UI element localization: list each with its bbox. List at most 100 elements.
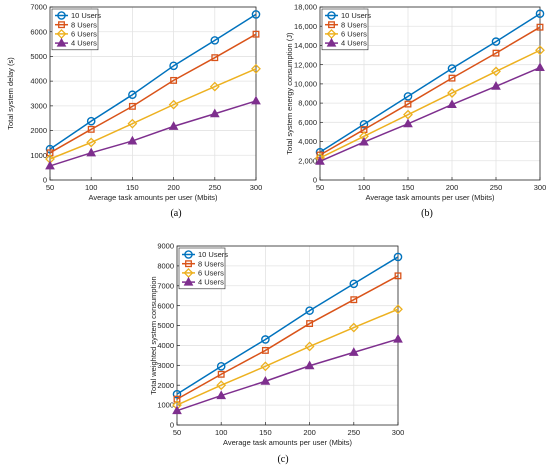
x-tick-label: 250 xyxy=(490,183,503,192)
x-tick-label: 200 xyxy=(167,183,180,192)
data-point xyxy=(393,252,403,262)
legend-marker xyxy=(183,276,194,286)
data-point xyxy=(170,76,178,84)
x-tick-label: 100 xyxy=(358,183,371,192)
legend-label: 10 Users xyxy=(71,11,101,20)
legend-label: 8 Users xyxy=(198,259,224,268)
chart-panel-c: 50 100 150 200 250 30001000200030004000500060… xyxy=(149,242,404,447)
series-line-8-users xyxy=(319,26,541,156)
data-point xyxy=(315,156,325,165)
series-line-8-users xyxy=(176,275,399,400)
x-tick-label: 200 xyxy=(446,183,459,192)
data-point xyxy=(252,30,260,38)
y-tick-label: 0 xyxy=(313,176,317,185)
data-point xyxy=(211,54,219,62)
data-point xyxy=(393,304,403,315)
y-tick-label: 14,000 xyxy=(294,41,317,50)
legend-label: 10 Users xyxy=(341,11,371,20)
data-point xyxy=(348,322,359,333)
legend-marker xyxy=(327,11,336,20)
data-point xyxy=(491,66,501,77)
series-line-6-users xyxy=(319,49,541,159)
data-point xyxy=(251,63,261,74)
plot-frame xyxy=(319,6,541,181)
y-tick-label: 3000 xyxy=(30,101,47,110)
y-tick-label: 16,000 xyxy=(294,22,317,31)
data-point xyxy=(261,346,269,354)
data-point xyxy=(304,360,315,370)
data-point xyxy=(261,335,270,344)
data-point xyxy=(260,376,271,385)
x-axis-label: Average task amounts per user (Mbits) xyxy=(88,193,218,202)
x-tick-label: 300 xyxy=(534,183,547,192)
data-point xyxy=(251,10,261,19)
series-line-10-users xyxy=(176,256,399,395)
legend-label: 4 Users xyxy=(71,39,97,48)
y-tick-label: 6,000 xyxy=(298,118,317,127)
series-line-8-users xyxy=(49,33,257,154)
x-tick-label: 100 xyxy=(85,183,98,192)
data-point xyxy=(216,390,227,400)
y-axis-label: Total system energy consumption (J) xyxy=(285,32,294,155)
data-point xyxy=(535,9,545,19)
data-point xyxy=(492,49,500,57)
x-tick-label: 50 xyxy=(173,428,181,437)
x-tick-label: 200 xyxy=(303,428,316,437)
y-tick-label: 5000 xyxy=(30,52,47,61)
caption-b: (b) xyxy=(421,208,433,219)
data-point xyxy=(128,102,136,110)
data-point xyxy=(209,81,220,92)
x-axis-label: Average task amounts per user (Mbits) xyxy=(223,438,353,447)
y-tick-label: 7000 xyxy=(157,281,174,290)
y-tick-label: 1000 xyxy=(30,151,47,160)
y-tick-label: 18,000 xyxy=(294,3,317,12)
legend-marker xyxy=(328,21,335,29)
data-point xyxy=(217,370,225,378)
legend-label: 4 Users xyxy=(198,278,224,287)
data-point xyxy=(216,362,226,371)
legend-marker xyxy=(326,37,337,47)
x-tick-label: 150 xyxy=(126,183,139,192)
y-tick-label: 7000 xyxy=(30,3,47,12)
data-point xyxy=(535,45,545,56)
legend-marker xyxy=(185,260,192,268)
y-tick-label: 4000 xyxy=(30,77,47,86)
series-line-4-users xyxy=(49,100,257,167)
legend-marker xyxy=(57,11,66,20)
series-line-4-users xyxy=(319,66,541,162)
data-point xyxy=(491,81,501,90)
y-tick-label: 4,000 xyxy=(298,137,317,146)
data-point xyxy=(260,361,271,372)
y-tick-label: 2000 xyxy=(30,126,47,135)
x-tick-label: 250 xyxy=(209,183,222,192)
x-tick-label: 50 xyxy=(46,183,54,192)
data-point xyxy=(168,121,179,130)
data-point xyxy=(86,116,96,126)
x-tick-label: 300 xyxy=(392,428,405,437)
data-point xyxy=(404,100,412,108)
data-point xyxy=(128,90,137,100)
legend-label: 6 Users xyxy=(341,30,367,39)
y-tick-label: 2000 xyxy=(157,381,174,390)
data-point xyxy=(447,88,457,98)
series-line-6-users xyxy=(49,68,257,160)
data-point xyxy=(306,320,314,328)
data-point xyxy=(168,99,179,110)
data-point xyxy=(169,61,178,71)
data-point xyxy=(447,99,457,109)
y-tick-label: 6000 xyxy=(30,27,47,36)
y-tick-label: 10,000 xyxy=(294,79,317,88)
y-axis-label: Total system delay (s) xyxy=(6,57,15,130)
data-point xyxy=(127,118,138,129)
legend-label: 8 Users xyxy=(71,20,97,29)
y-tick-label: 5000 xyxy=(157,321,174,330)
x-tick-label: 50 xyxy=(316,183,324,192)
data-point xyxy=(209,108,220,118)
data-point xyxy=(348,347,359,356)
x-tick-label: 300 xyxy=(250,183,263,192)
y-tick-label: 3000 xyxy=(157,361,174,370)
data-point xyxy=(491,37,501,46)
legend-marker xyxy=(56,37,67,47)
x-tick-label: 100 xyxy=(215,428,228,437)
